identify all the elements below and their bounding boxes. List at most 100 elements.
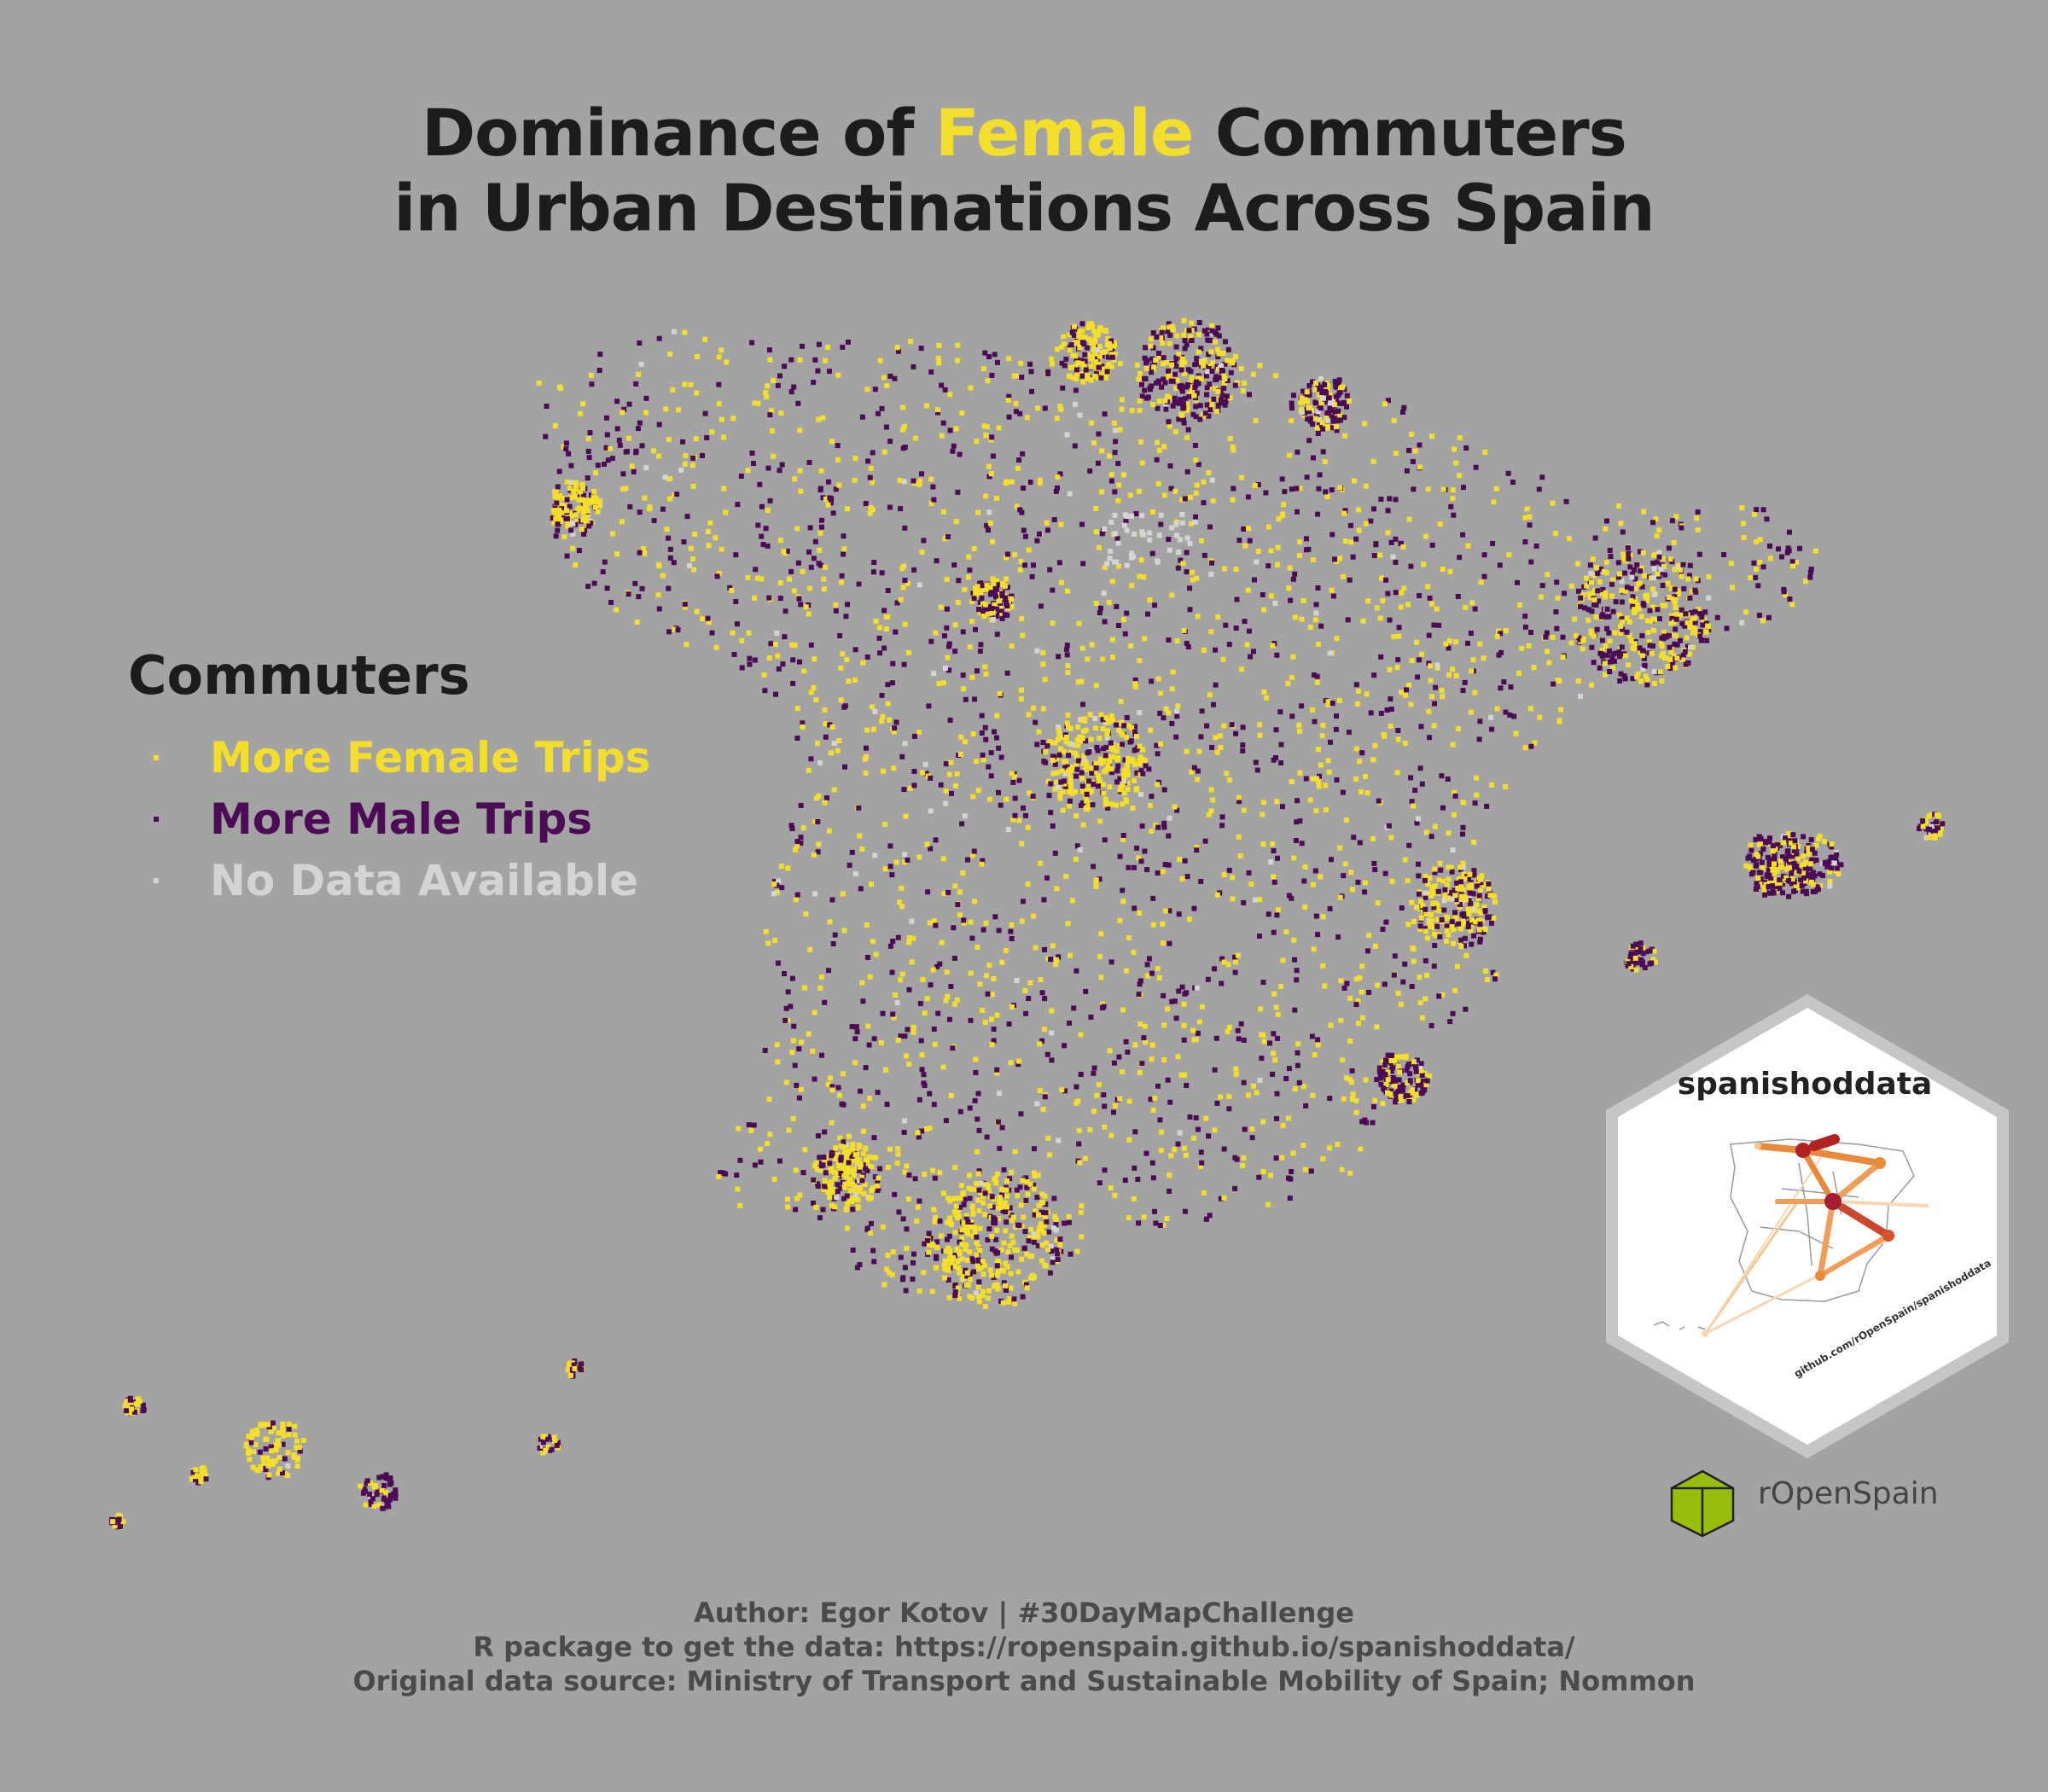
female-dot bbox=[1050, 757, 1056, 763]
male-dot bbox=[1754, 881, 1760, 887]
female-dot bbox=[829, 1164, 835, 1170]
female-dot bbox=[1532, 740, 1538, 746]
male-dot bbox=[1329, 532, 1335, 538]
female-dot bbox=[1106, 453, 1112, 459]
male-dot bbox=[1655, 607, 1661, 613]
female-dot bbox=[920, 770, 926, 776]
female-dot bbox=[829, 1190, 835, 1196]
female-dot bbox=[1036, 729, 1042, 735]
nodata-dot bbox=[902, 852, 908, 858]
female-dot bbox=[962, 586, 968, 592]
female-dot bbox=[1580, 592, 1586, 598]
male-dot bbox=[815, 368, 821, 374]
nodata-dot bbox=[771, 891, 777, 897]
female-dot bbox=[1411, 1059, 1417, 1065]
female-dot bbox=[1257, 732, 1263, 738]
male-dot bbox=[1787, 529, 1792, 535]
male-dot bbox=[1219, 823, 1225, 829]
male-dot bbox=[1750, 870, 1756, 876]
female-dot bbox=[1137, 754, 1143, 759]
male-dot bbox=[705, 615, 711, 621]
male-dot bbox=[994, 735, 999, 741]
female-dot bbox=[1385, 530, 1391, 536]
male-dot bbox=[1607, 649, 1613, 654]
male-dot bbox=[994, 586, 1000, 592]
nodata-dot bbox=[1156, 532, 1162, 538]
male-dot bbox=[1073, 367, 1079, 373]
male-dot bbox=[1073, 968, 1079, 974]
female-dot bbox=[826, 828, 832, 834]
female-dot bbox=[1031, 1186, 1037, 1192]
male-dot bbox=[1355, 879, 1361, 885]
female-dot bbox=[814, 1166, 820, 1172]
male-dot bbox=[605, 457, 611, 463]
female-dot bbox=[1236, 952, 1241, 958]
female-dot bbox=[1071, 323, 1077, 329]
female-dot bbox=[936, 343, 942, 348]
female-dot bbox=[912, 435, 918, 441]
female-dot bbox=[700, 616, 706, 622]
female-dot bbox=[845, 1201, 851, 1207]
female-dot bbox=[1145, 973, 1150, 979]
female-dot bbox=[941, 891, 947, 897]
female-dot bbox=[1628, 597, 1634, 603]
female-dot bbox=[1093, 333, 1099, 339]
nodata-dot bbox=[568, 480, 573, 486]
female-dot bbox=[1012, 1300, 1018, 1306]
male-dot bbox=[1594, 626, 1600, 632]
nodata-dot bbox=[1031, 1231, 1037, 1236]
male-dot bbox=[1232, 382, 1238, 388]
female-dot bbox=[1108, 364, 1114, 369]
female-dot bbox=[1312, 1052, 1318, 1058]
male-dot bbox=[989, 1246, 995, 1252]
male-dot bbox=[757, 481, 763, 487]
female-dot bbox=[1040, 650, 1046, 655]
male-dot bbox=[1536, 486, 1542, 492]
female-dot bbox=[610, 531, 615, 537]
female-dot bbox=[1650, 586, 1655, 592]
male-dot bbox=[850, 1207, 856, 1213]
female-dot bbox=[1236, 794, 1242, 800]
female-dot bbox=[1360, 1015, 1365, 1021]
male-dot bbox=[1078, 1072, 1084, 1077]
male-dot bbox=[789, 975, 795, 981]
female-dot bbox=[1679, 657, 1685, 662]
male-dot bbox=[1393, 590, 1399, 596]
female-dot bbox=[1473, 919, 1479, 925]
male-dot bbox=[1616, 574, 1622, 580]
female-dot bbox=[1161, 940, 1167, 946]
female-dot bbox=[1065, 663, 1071, 669]
female-dot bbox=[778, 410, 784, 416]
female-dot bbox=[1620, 551, 1626, 557]
female-dot bbox=[812, 1163, 817, 1169]
male-dot bbox=[1026, 996, 1032, 1001]
female-dot bbox=[1661, 629, 1667, 635]
male-dot bbox=[563, 446, 569, 451]
female-dot bbox=[1382, 733, 1388, 739]
male-dot bbox=[1019, 509, 1025, 515]
male-dot bbox=[1650, 643, 1655, 649]
female-dot bbox=[1079, 329, 1085, 334]
female-dot bbox=[1178, 411, 1184, 417]
male-dot bbox=[739, 665, 745, 671]
female-dot bbox=[746, 630, 752, 636]
male-dot bbox=[1373, 541, 1379, 547]
female-dot bbox=[1031, 1170, 1037, 1176]
male-dot bbox=[1798, 877, 1804, 883]
female-dot bbox=[897, 899, 903, 905]
male-dot bbox=[1423, 894, 1428, 900]
female-dot bbox=[1318, 762, 1324, 768]
nodata-dot bbox=[1139, 529, 1145, 535]
male-dot bbox=[1108, 959, 1114, 965]
male-dot bbox=[1647, 608, 1653, 614]
male-dot bbox=[1022, 533, 1028, 539]
female-dot bbox=[1818, 882, 1824, 888]
female-dot bbox=[1795, 843, 1801, 849]
male-dot bbox=[995, 359, 1000, 365]
female-dot bbox=[1353, 776, 1359, 782]
male-dot bbox=[911, 1251, 916, 1257]
female-dot bbox=[968, 385, 974, 391]
male-dot bbox=[1198, 734, 1204, 740]
female-dot bbox=[981, 587, 986, 593]
female-dot bbox=[1036, 1212, 1041, 1218]
